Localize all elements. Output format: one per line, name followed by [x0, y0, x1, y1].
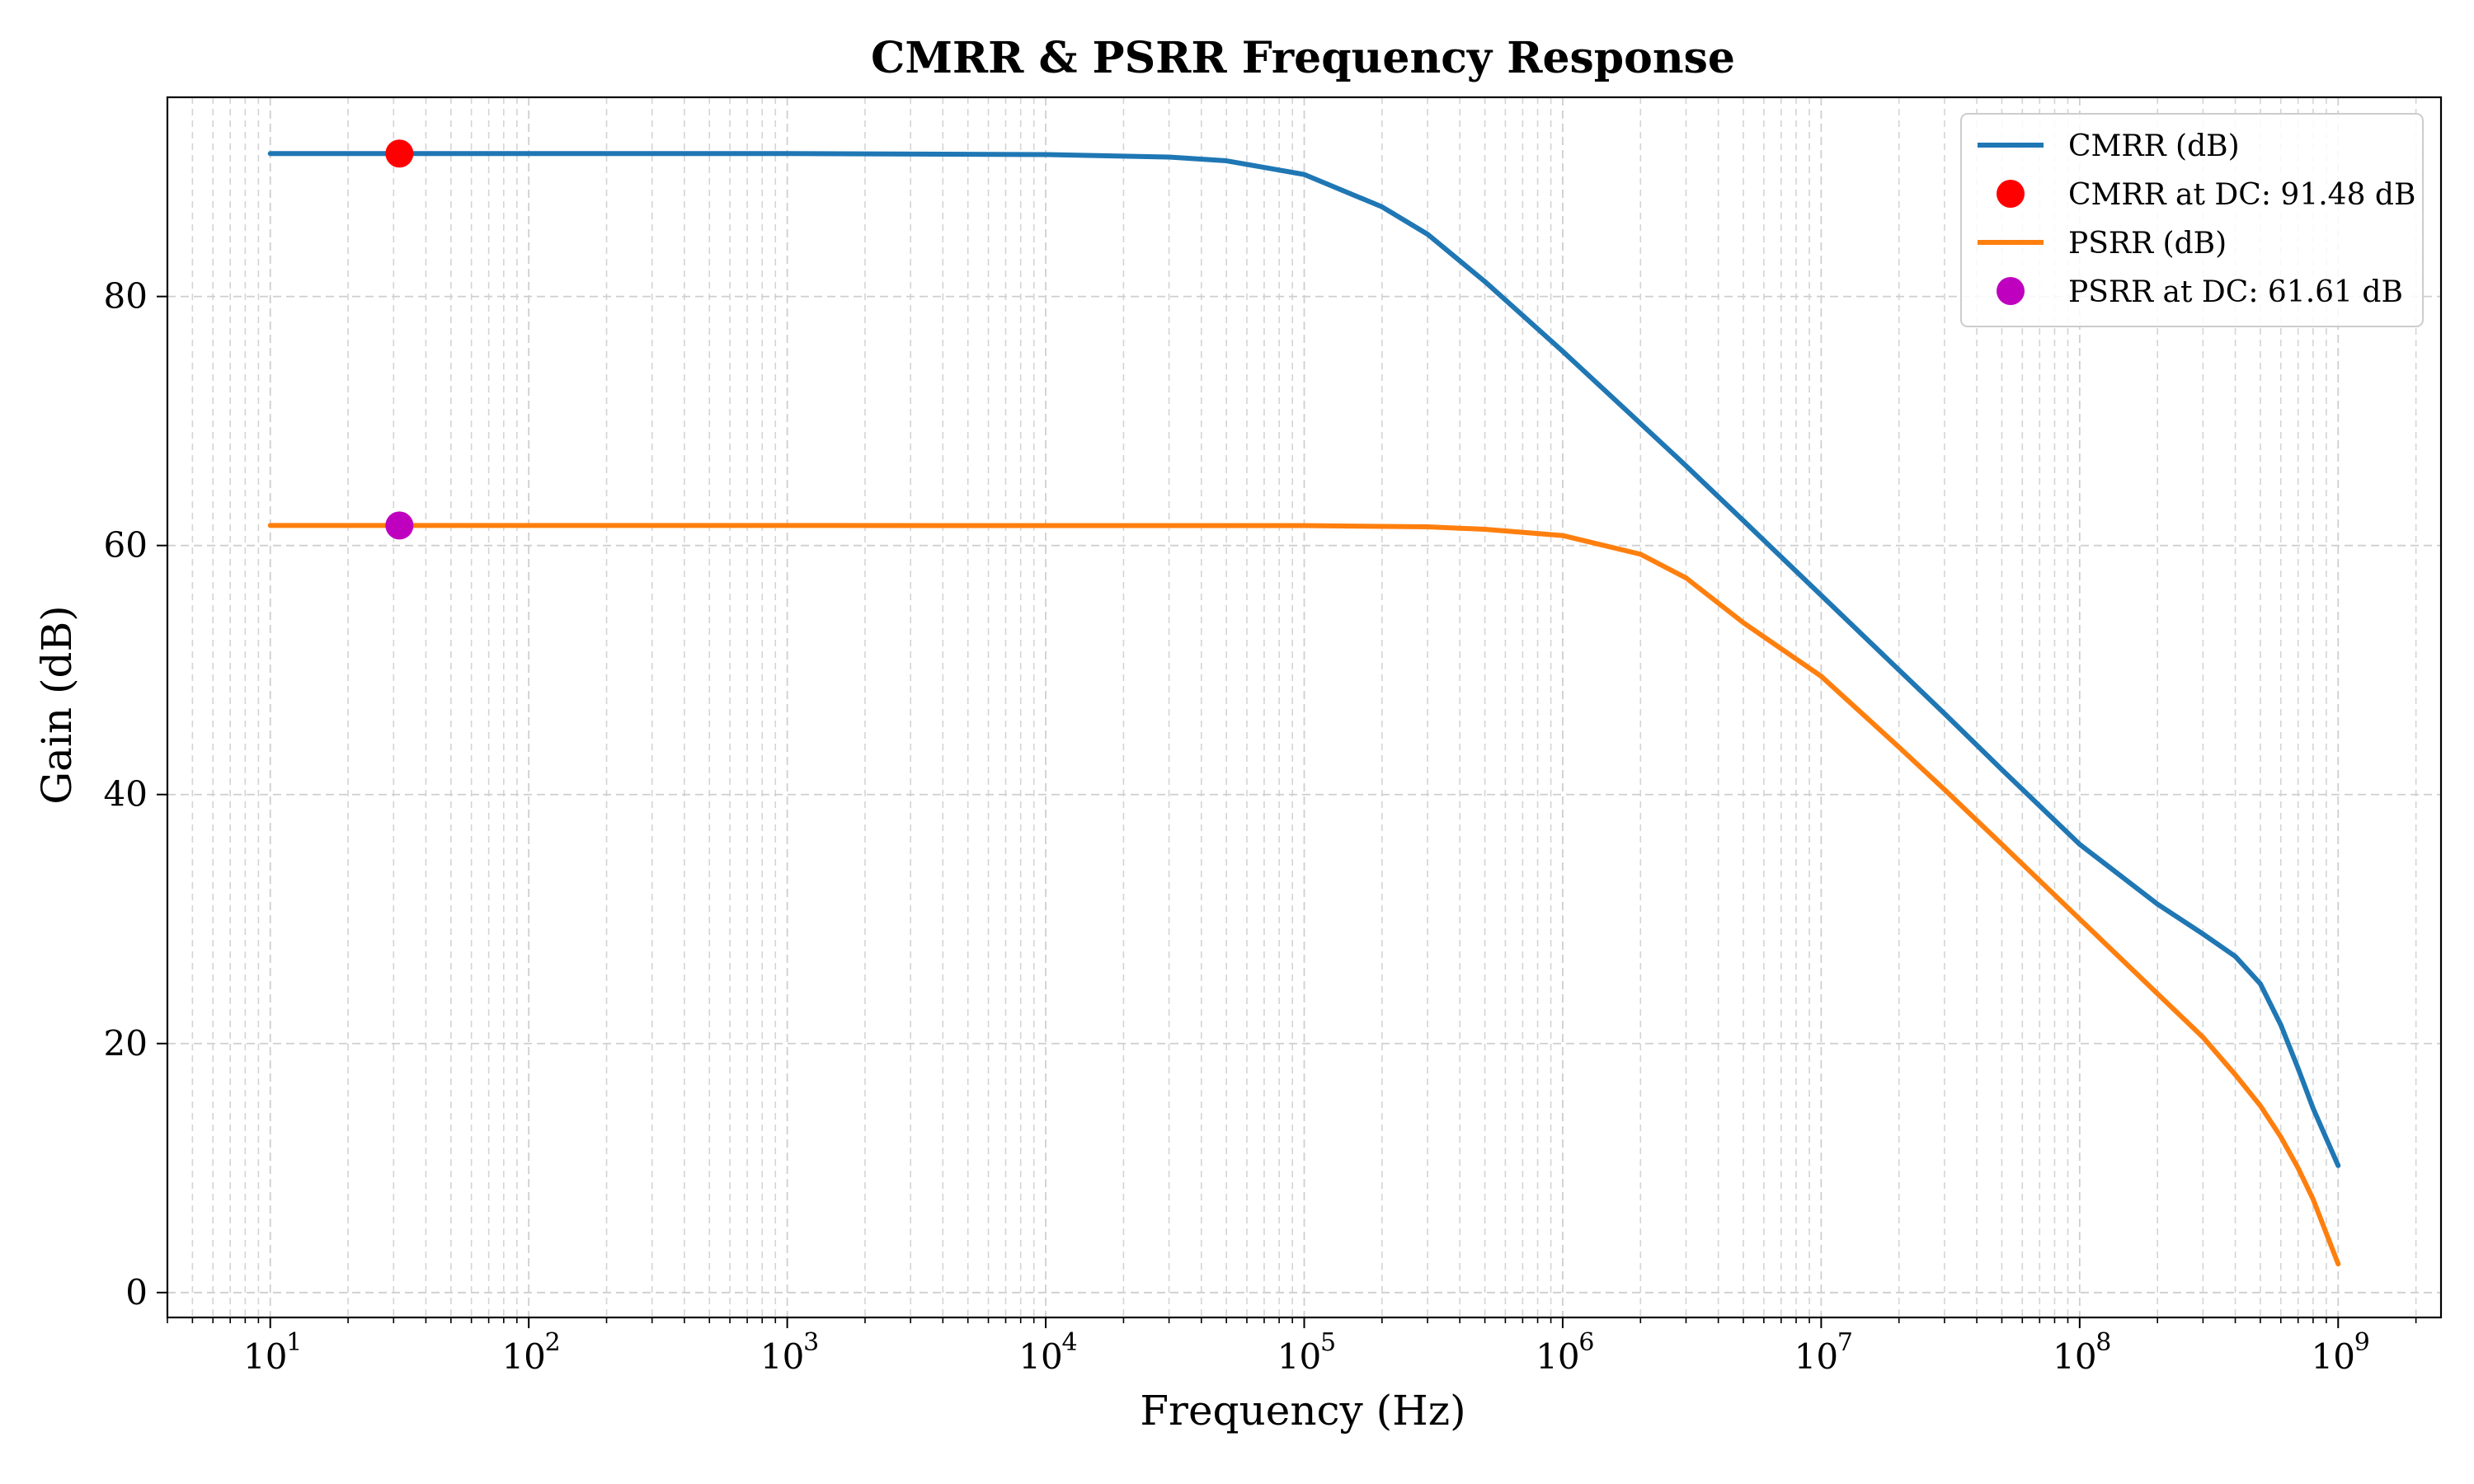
x-tick-label: 10 — [2312, 1336, 2355, 1377]
x-axis-label: Frequency (Hz) — [1140, 1387, 1465, 1435]
y-tick-label: 40 — [104, 774, 148, 815]
x-tick-label: 10 — [1277, 1336, 1321, 1377]
x-axis: 101 102 103 104 105 106 107 108 109 — [167, 1317, 2417, 1377]
x-tick-label-exponent: 5 — [1320, 1328, 1336, 1357]
x-tick-label: 10 — [243, 1336, 287, 1377]
y-tick-label: 60 — [104, 525, 148, 566]
x-tick-label-exponent: 8 — [2095, 1328, 2111, 1357]
legend-box — [1960, 113, 2424, 327]
x-tick-label: 10 — [760, 1336, 804, 1377]
series-marker — [385, 139, 414, 168]
y-tick-label: 80 — [104, 276, 148, 317]
x-tick-label-exponent: 3 — [803, 1328, 819, 1357]
y-tick-label: 0 — [125, 1272, 148, 1313]
x-tick-label-exponent: 6 — [1578, 1328, 1594, 1357]
x-tick-label-exponent: 9 — [2354, 1328, 2370, 1357]
x-tick-label: 10 — [1536, 1336, 1579, 1377]
x-tick-label-exponent: 4 — [1062, 1328, 1078, 1357]
x-tick-label-exponent: 2 — [545, 1328, 561, 1357]
x-tick-label-exponent: 1 — [286, 1328, 302, 1357]
x-tick-label: 10 — [1018, 1336, 1062, 1377]
series-layer — [267, 139, 2341, 1267]
legend-label: PSRR (dB) — [2068, 227, 2227, 261]
legend-label: PSRR at DC: 61.61 dB — [2068, 275, 2403, 309]
x-tick-label: 10 — [2053, 1336, 2096, 1377]
chart-title: CMRR & PSRR Frequency Response — [871, 33, 1735, 83]
minor-grid — [167, 97, 2417, 1317]
x-tick-label-exponent: 7 — [1837, 1328, 1853, 1357]
legend-label: CMRR at DC: 91.48 dB — [2068, 178, 2415, 212]
legend-marker-swatch — [1997, 180, 2025, 208]
series-marker — [385, 511, 414, 540]
x-tick-label: 10 — [501, 1336, 545, 1377]
legend-label: CMRR (dB) — [2068, 129, 2240, 163]
series-line — [267, 523, 2341, 1267]
series-line — [267, 151, 2341, 1168]
y-tick-label: 20 — [104, 1023, 148, 1064]
x-tick-label: 10 — [1794, 1336, 1838, 1377]
y-axis-label: Gain (dB) — [33, 605, 81, 805]
y-axis: 0 20 40 60 80 — [104, 276, 167, 1313]
legend: CMRR (dB) CMRR at DC: 91.48 dB PSRR (dB) PS… — [1960, 113, 2424, 327]
legend-marker-swatch — [1997, 277, 2025, 305]
